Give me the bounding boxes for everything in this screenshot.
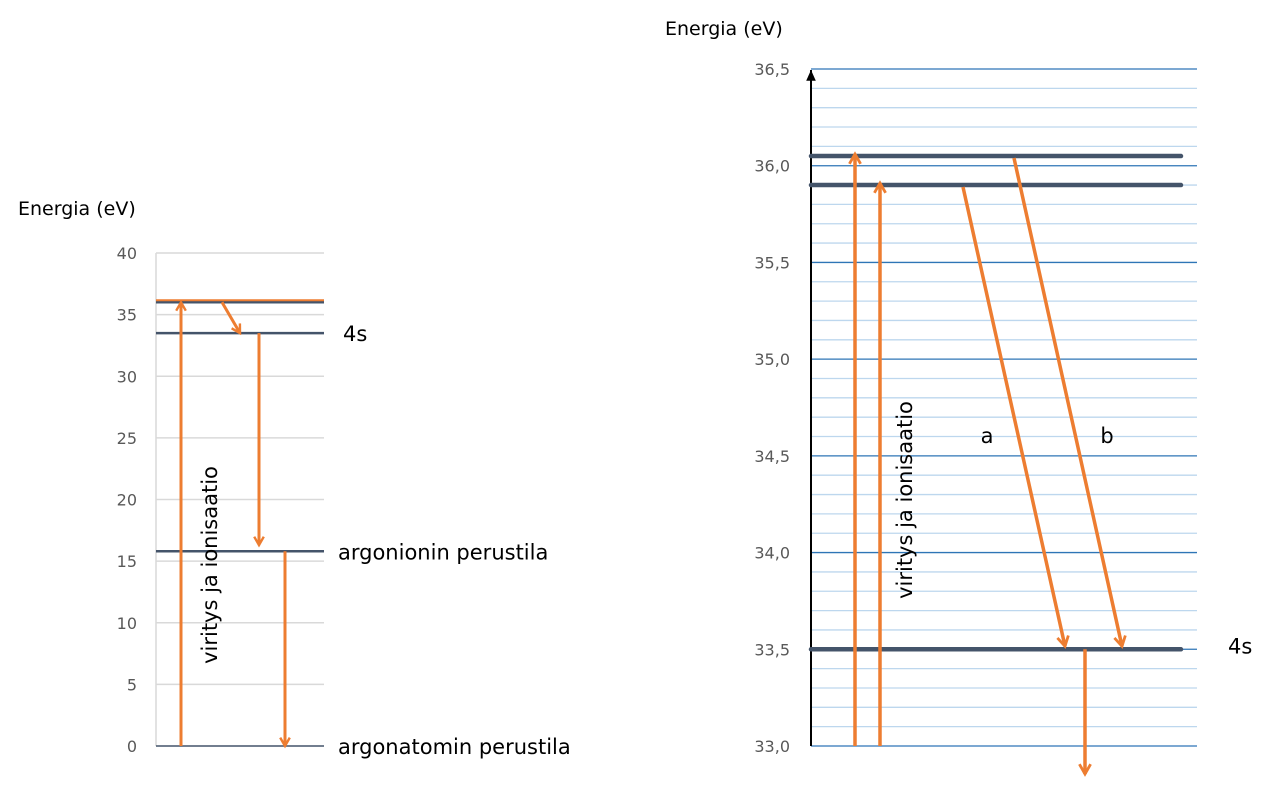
tick-label: 35,0 — [754, 350, 790, 369]
right-diagram: Energia (eV) 33,0 33,5 34,0 34,5 35,0 35,5 36,… — [665, 18, 1252, 777]
level-label: argonionin perustila — [338, 540, 548, 564]
level-label: 4s — [1228, 634, 1252, 658]
tick-label: 30 — [117, 367, 137, 386]
transition-arrow — [961, 186, 1070, 650]
left-diagram: Energia (eV) 0 5 10 15 20 25 30 35 40 4s argonioni… — [18, 198, 571, 759]
transition-label-a: a — [981, 424, 994, 448]
tick-label: 15 — [117, 552, 137, 571]
vertical-label: viritys ja ionisaatio — [893, 401, 917, 599]
transition-arrow — [1012, 157, 1127, 650]
tick-label: 20 — [117, 491, 137, 510]
vertical-label: viritys ja ionisaatio — [198, 466, 222, 664]
tick-label: 34,5 — [754, 447, 790, 466]
tick-label: 35,5 — [754, 253, 790, 272]
tick-label: 25 — [117, 429, 137, 448]
left-axis-title: Energia (eV) — [18, 198, 136, 220]
tick-label: 35 — [117, 306, 137, 325]
tick-label: 34,0 — [754, 544, 790, 563]
level-label: argonatomin perustila — [338, 735, 571, 759]
transition-arrow — [220, 301, 242, 336]
level-label: 4s — [343, 322, 367, 346]
right-axis-title: Energia (eV) — [665, 18, 783, 40]
tick-label: 36,0 — [754, 157, 790, 176]
tick-label: 33,5 — [754, 640, 790, 659]
tick-label: 10 — [117, 614, 137, 633]
tick-label: 0 — [127, 737, 137, 756]
tick-label: 40 — [117, 244, 137, 263]
tick-label: 33,0 — [754, 737, 790, 756]
tick-label: 36,5 — [754, 60, 790, 79]
tick-label: 5 — [127, 675, 137, 694]
transition-label-b: b — [1100, 424, 1113, 448]
